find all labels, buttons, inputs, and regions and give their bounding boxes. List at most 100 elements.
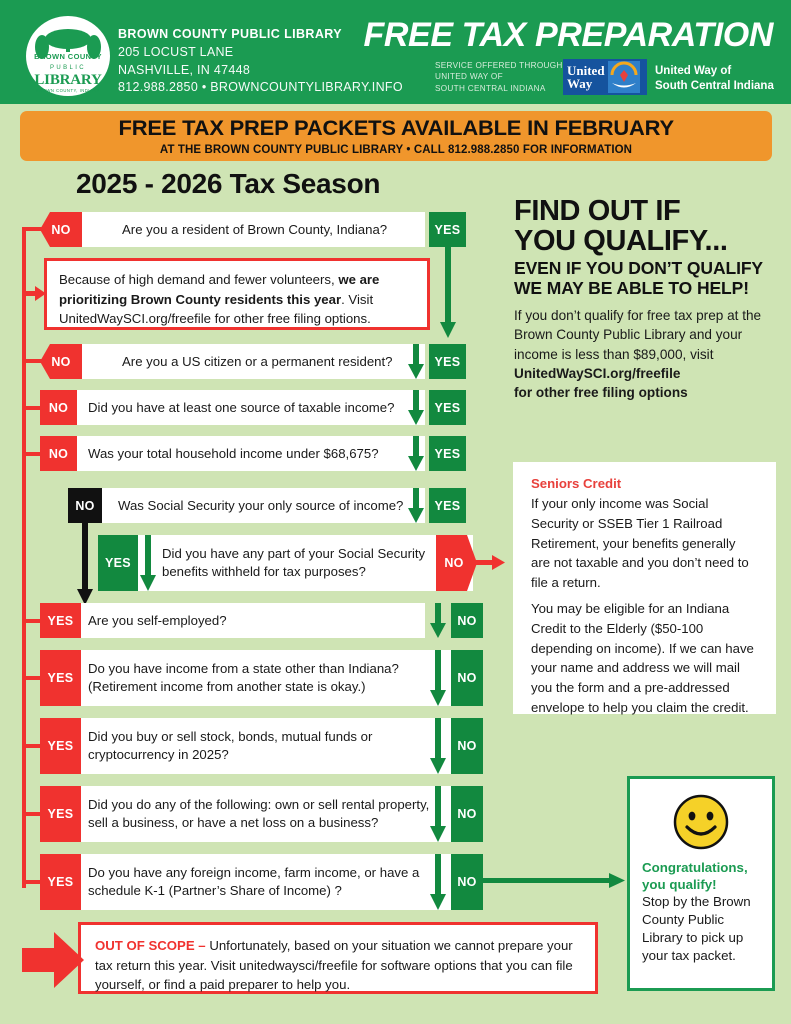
connector-yes-7 [22, 619, 44, 623]
badge-yes-7[interactable]: YES [40, 603, 81, 638]
qualify-link-text: UnitedWaySCI.org/freefile [514, 366, 681, 382]
connector-yes-9 [22, 744, 44, 748]
service-note-line: SERVICE OFFERED THROUGH [435, 61, 563, 70]
yes-arrow-3 [408, 390, 424, 425]
badge-yes-10[interactable]: YES [40, 786, 81, 842]
badge-no-7-label: NO [457, 613, 477, 628]
badge-no-6[interactable]: NO [436, 535, 472, 591]
find-out-if-you-qualify-block: FIND OUT IF YOU QUALIFY... EVEN IF YOU D… [514, 196, 776, 403]
badge-yes-9[interactable]: YES [40, 718, 81, 774]
page-header: BROWN COUNTY PUBLIC LIBRARY BROWN COUNTY… [0, 0, 791, 104]
svg-text:LIBRARY: LIBRARY [34, 72, 102, 88]
badge-yes-5-label: YES [434, 498, 461, 513]
qualify-body-bold2: for other free filing options [514, 385, 688, 401]
badge-no-2[interactable]: NO [40, 344, 82, 379]
no-tag-1-shape [40, 212, 82, 247]
partner-line-1: United Way of [655, 65, 732, 77]
seniors-credit-paragraph-1: If your only income was Social Security … [531, 496, 749, 591]
residency-callout-box: Because of high demand and fewer volunte… [44, 258, 430, 330]
connector-yes-11 [22, 880, 44, 884]
badge-yes-1[interactable]: YES [429, 212, 466, 247]
badge-no-8-label: NO [457, 671, 477, 685]
badge-yes-6-label: YES [105, 556, 131, 570]
residency-callout-text: Because of high demand and fewer volunte… [47, 261, 427, 338]
no-arrow-8 [430, 650, 446, 706]
question-row-7: Are you self-employed? [40, 603, 425, 638]
badge-yes-2[interactable]: YES [429, 344, 466, 379]
united-way-word-united: United [567, 63, 605, 78]
question-11-text: Do you have any foreign income, farm inc… [88, 864, 419, 899]
banner-headline: FREE TAX PREP PACKETS AVAILABLE IN FEBRU… [118, 116, 674, 140]
badge-no-1[interactable]: NO [40, 212, 82, 247]
question-row-8: Do you have income from a state other th… [40, 650, 451, 706]
service-note-line: UNITED WAY OF [435, 72, 503, 82]
badge-no-3[interactable]: NO [40, 390, 77, 425]
connector-yes-8 [22, 676, 44, 680]
badge-no-7[interactable]: NO [451, 603, 483, 638]
svg-text:BROWN COUNTY: BROWN COUNTY [34, 52, 102, 61]
no-tag-2-shape [40, 344, 82, 379]
badge-yes-3[interactable]: YES [429, 390, 466, 425]
badge-no-10-label: NO [457, 807, 477, 821]
no-arrow-11 [430, 854, 446, 910]
united-way-logo-icon: United Way [563, 59, 647, 95]
yes-arrow-1 [440, 246, 456, 338]
seniors-credit-paragraph-2: You may be eligible for an Indiana Credi… [531, 600, 754, 715]
badge-yes-4-label: YES [434, 446, 461, 461]
badge-yes-8[interactable]: YES [40, 650, 81, 706]
badge-no-10[interactable]: NO [451, 786, 483, 842]
yes-arrow-6 [140, 535, 156, 591]
badge-yes-6[interactable]: YES [98, 535, 138, 591]
season-title: 2025 - 2026 Tax Season [76, 168, 381, 199]
badge-yes-1-label: YES [434, 222, 461, 237]
badge-no-9[interactable]: NO [451, 718, 483, 774]
badge-yes-11[interactable]: YES [40, 854, 81, 910]
callout-pre: Because of high demand and fewer volunte… [59, 272, 339, 287]
connector-no-3 [22, 406, 44, 410]
qualify-heading-line2: YOU QUALIFY... [514, 225, 728, 258]
badge-yes-4[interactable]: YES [429, 436, 466, 471]
no-5-black-arrow [77, 523, 93, 605]
out-of-scope-label: OUT OF SCOPE – [95, 938, 210, 953]
connector-yes-10 [22, 812, 44, 816]
question-9-line1: Did you buy or sell stock, bonds, mutual… [88, 729, 373, 745]
qualify-arrow-to-congratulations [483, 873, 625, 888]
badge-no-3-label: NO [48, 400, 69, 415]
question-8-line1: Do you have income from a state other th… [88, 661, 399, 677]
question-row-11: Do you have any foreign income, farm inc… [40, 854, 451, 910]
question-row-5: Was Social Security your only source of … [68, 488, 425, 523]
badge-no-4[interactable]: NO [40, 436, 77, 471]
no-arrow-7 [430, 603, 446, 638]
page-title: FREE TAX PREPARATION [364, 16, 774, 55]
question-3-text: Did you have at least one source of taxa… [88, 399, 395, 415]
badge-yes-11-label: YES [47, 875, 74, 889]
library-contact-block: BROWN COUNTY PUBLIC LIBRARY 205 LOCUST L… [118, 26, 403, 97]
callout-post: . Visit UnitedWaySCI.org/freefile for ot… [59, 291, 374, 327]
congratulations-title: Congratulations, you qualify! [630, 851, 772, 893]
out-of-scope-text: Unfortunately, based on your situation w… [95, 938, 573, 993]
badge-no-9-label: NO [457, 739, 477, 753]
qualify-subheading: EVEN IF YOU DON’T QUALIFY WE MAY BE ABLE… [514, 258, 776, 299]
badge-no-2-label: NO [51, 354, 71, 369]
qualify-sub-line1: EVEN IF YOU DON’T QUALIFY [514, 258, 764, 279]
badge-no-8[interactable]: NO [451, 650, 483, 706]
yes-arrow-4 [408, 436, 424, 471]
badge-no-11-label: NO [457, 875, 477, 889]
banner-subline: AT THE BROWN COUNTY PUBLIC LIBRARY • CAL… [159, 144, 633, 156]
question-9-text: Did you buy or sell stock, bonds, mutual… [88, 728, 372, 763]
no-6-arrow-to-seniors [473, 555, 505, 570]
callout-bold: we are prioritizing Brown County residen… [59, 272, 380, 307]
library-logo-icon: BROWN COUNTY PUBLIC LIBRARY BROWN COUNTY… [22, 14, 114, 98]
badge-no-5[interactable]: NO [68, 488, 102, 523]
no-tag-6-shape [436, 535, 477, 591]
badge-no-11[interactable]: NO [451, 854, 483, 910]
yes-arrow-2 [408, 344, 424, 379]
badge-yes-8-label: YES [47, 671, 74, 685]
badge-yes-2-label: YES [434, 354, 461, 369]
congratulations-body: Stop by the Brown County Public Library … [642, 894, 751, 963]
badge-yes-5[interactable]: YES [429, 488, 466, 523]
packets-banner: FREE TAX PREP PACKETS AVAILABLE IN FEBRU… [20, 111, 772, 161]
flow-left-spine [22, 228, 26, 888]
question-10-text: Did you do any of the following: own or … [88, 796, 429, 831]
